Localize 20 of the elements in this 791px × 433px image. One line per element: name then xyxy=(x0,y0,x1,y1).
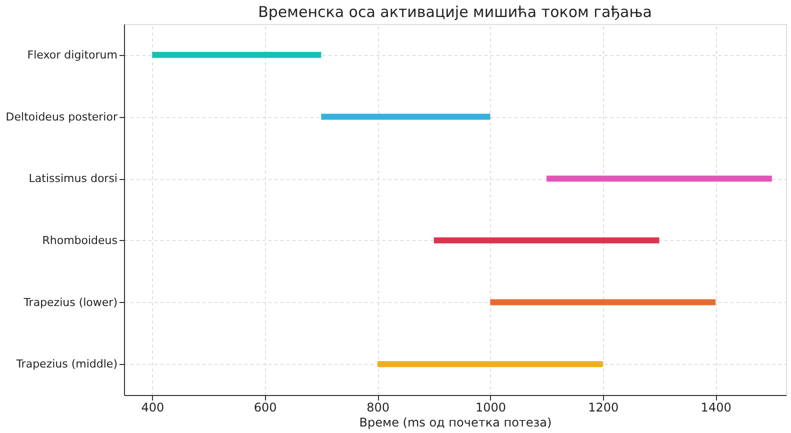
y-tick-label: Latissimus dorsi xyxy=(28,172,118,186)
bar xyxy=(546,176,772,182)
x-tick-label: 600 xyxy=(254,400,277,414)
y-tick-label: Trapezius (middle) xyxy=(15,358,118,371)
x-axis-title: Време (ms од почетка потеза) xyxy=(359,416,552,430)
y-tick-label: Trapezius (lower) xyxy=(22,296,118,309)
x-tick-label: 1000 xyxy=(475,400,506,414)
x-tick-label: 1400 xyxy=(700,400,732,414)
x-tick-label: 800 xyxy=(366,400,390,414)
x-tick-label: 400 xyxy=(141,400,164,414)
chart-title: Временска оса активације мишића током гађања xyxy=(258,3,652,21)
y-tick-label: Rhomboideus xyxy=(42,234,118,247)
bar xyxy=(321,114,490,120)
y-tick-label: Deltoideus posterior xyxy=(6,110,118,124)
bar xyxy=(378,361,603,368)
y-tick-label: Flexor digitorum xyxy=(27,48,118,62)
bar xyxy=(152,52,322,58)
bar xyxy=(434,237,660,244)
bar xyxy=(490,299,716,306)
x-tick-label: 1200 xyxy=(588,400,619,414)
